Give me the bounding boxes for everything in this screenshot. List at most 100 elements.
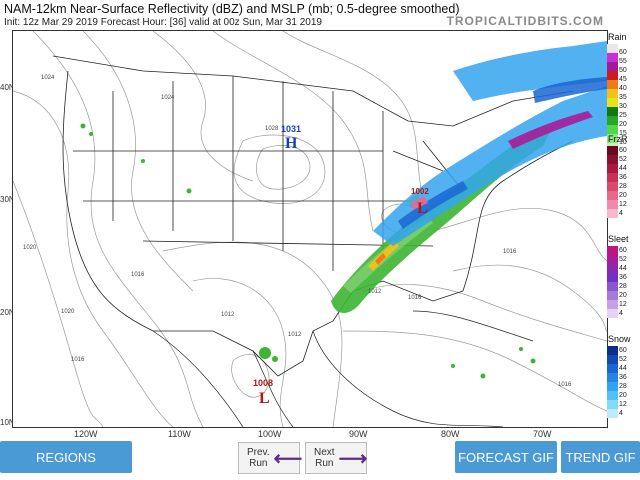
legend-swatch xyxy=(607,53,618,62)
legend-swatch xyxy=(607,264,618,273)
isobar-label: 1024 xyxy=(41,75,55,81)
legend-rain-values: 60 55 50 45 40 35 30 25 20 15 10 xyxy=(619,48,627,147)
next-run-button[interactable]: Next Run ⟶ xyxy=(305,442,367,474)
trend-gif-button[interactable]: TREND GIF xyxy=(561,441,640,473)
legend-snow-values: 60 52 44 36 28 20 12 4 xyxy=(619,346,627,418)
legend-value: 20 xyxy=(619,392,627,399)
low-pressure-value-mexico: 1008 xyxy=(253,378,273,388)
legend-swatch xyxy=(607,309,618,318)
legend-swatch xyxy=(607,164,618,173)
legend-value: 20 xyxy=(619,121,627,128)
isobar-label: 1016 xyxy=(71,357,85,363)
lon-label-100w: 100W xyxy=(258,429,282,439)
high-pressure-value: 1031 xyxy=(281,124,301,134)
legend-frzr-title: FrzR xyxy=(608,134,628,144)
legend-value: 36 xyxy=(619,374,627,381)
legend-swatch xyxy=(607,391,618,400)
legend-frzr-colorbar xyxy=(607,146,618,218)
legend-swatch xyxy=(607,246,618,255)
high-pressure-symbol: H xyxy=(285,135,298,152)
legend-value: 36 xyxy=(619,274,627,281)
legend-swatch xyxy=(607,116,618,125)
legend-value: 44 xyxy=(619,165,627,172)
lon-label-120w: 120W xyxy=(74,429,98,439)
legend-value: 10 xyxy=(619,139,627,146)
legend-swatch xyxy=(607,409,618,418)
legend-value: 4 xyxy=(619,410,623,417)
legend-swatch xyxy=(607,182,618,191)
legend-sleet-title: Sleet xyxy=(608,234,629,244)
legend-rain-title: Rain xyxy=(608,32,627,42)
arrow-left-icon: ⟵ xyxy=(273,447,303,470)
isobar-label: 1016 xyxy=(503,249,517,255)
legend-swatch xyxy=(607,191,618,200)
legend-sleet-colorbar xyxy=(607,246,618,318)
lat-label-30n: 30N xyxy=(0,195,15,204)
lon-label-90w: 90W xyxy=(349,429,368,439)
legend-value: 52 xyxy=(619,256,627,263)
legend-swatch xyxy=(607,200,618,209)
legend-swatch xyxy=(607,89,618,98)
legend-swatch xyxy=(607,80,618,89)
legend-value: 20 xyxy=(619,192,627,199)
legend-swatch xyxy=(607,173,618,182)
isobar-label: 1020 xyxy=(61,309,75,315)
forecast-map: 1031 H 1008 L 1002 L 1024 1028 1024 1020… xyxy=(12,30,608,428)
legend-value: 28 xyxy=(619,383,627,390)
legend-swatch xyxy=(607,71,618,80)
regions-button[interactable]: REGIONS xyxy=(0,441,132,473)
legend-value: 52 xyxy=(619,356,627,363)
legend-value: 12 xyxy=(619,201,627,208)
forecast-gif-button[interactable]: FORECAST GIF xyxy=(455,441,557,473)
legend-value: 52 xyxy=(619,156,627,163)
chart-title: NAM-12km Near-Surface Reflectivity (dBZ)… xyxy=(4,2,460,16)
legend-value: 55 xyxy=(619,58,627,65)
lon-label-70w: 70W xyxy=(533,429,552,439)
low-pressure-symbol-mexico: L xyxy=(259,390,270,407)
legend-value: 60 xyxy=(619,247,627,254)
legend-swatch xyxy=(607,98,618,107)
legend-value: 12 xyxy=(619,301,627,308)
legend-value: 60 xyxy=(619,147,627,154)
arrow-right-icon: ⟶ xyxy=(338,447,368,470)
legend-value: 44 xyxy=(619,265,627,272)
legend-sleet-values: 60 52 44 36 28 20 12 4 xyxy=(619,246,627,318)
legend-swatch xyxy=(607,291,618,300)
prev-run-line2: Run xyxy=(249,458,268,469)
legend-swatch xyxy=(607,400,618,409)
prev-run-label: Prev. Run xyxy=(247,447,270,469)
legend-swatch xyxy=(607,364,618,373)
isobar-label: 1016 xyxy=(558,382,572,388)
legend-swatch xyxy=(607,125,618,134)
next-run-line1: Next xyxy=(314,447,335,458)
legend-value: 30 xyxy=(619,103,627,110)
lon-label-80w: 80W xyxy=(441,429,460,439)
legend-value: 44 xyxy=(619,365,627,372)
lon-label-110w: 110W xyxy=(168,429,191,439)
isobar-label: 1016 xyxy=(408,295,422,301)
legend-value: 45 xyxy=(619,76,627,83)
legend-swatch xyxy=(607,209,618,218)
legend-swatch xyxy=(607,346,618,355)
lat-label-20n: 20N xyxy=(0,308,15,317)
lat-label-40n: 40N xyxy=(0,83,15,92)
chart-subtitle: Init: 12z Mar 29 2019 Forecast Hour: [36… xyxy=(4,17,322,28)
legend-value: 12 xyxy=(619,401,627,408)
legend-swatch xyxy=(607,146,618,155)
prev-run-button[interactable]: Prev. Run ⟵ xyxy=(238,442,303,474)
isobar-label: 1028 xyxy=(265,126,279,132)
legend-value: 4 xyxy=(619,210,623,217)
legend-swatch xyxy=(607,255,618,264)
legend-value: 36 xyxy=(619,174,627,181)
legend-swatch xyxy=(607,62,618,71)
prev-run-line1: Prev. xyxy=(247,447,270,458)
legend-swatch xyxy=(607,373,618,382)
legend-swatch xyxy=(607,273,618,282)
isobar-label: 1012 xyxy=(368,289,382,295)
low-pressure-value-ohio: 1002 xyxy=(411,187,429,196)
next-run-line2: Run xyxy=(315,458,334,469)
lat-label-10n: 10N xyxy=(0,418,15,427)
legend-swatch xyxy=(607,300,618,309)
legend-frzr-values: 60 52 44 36 28 20 12 4 xyxy=(619,146,627,218)
next-run-label: Next Run xyxy=(314,447,335,469)
